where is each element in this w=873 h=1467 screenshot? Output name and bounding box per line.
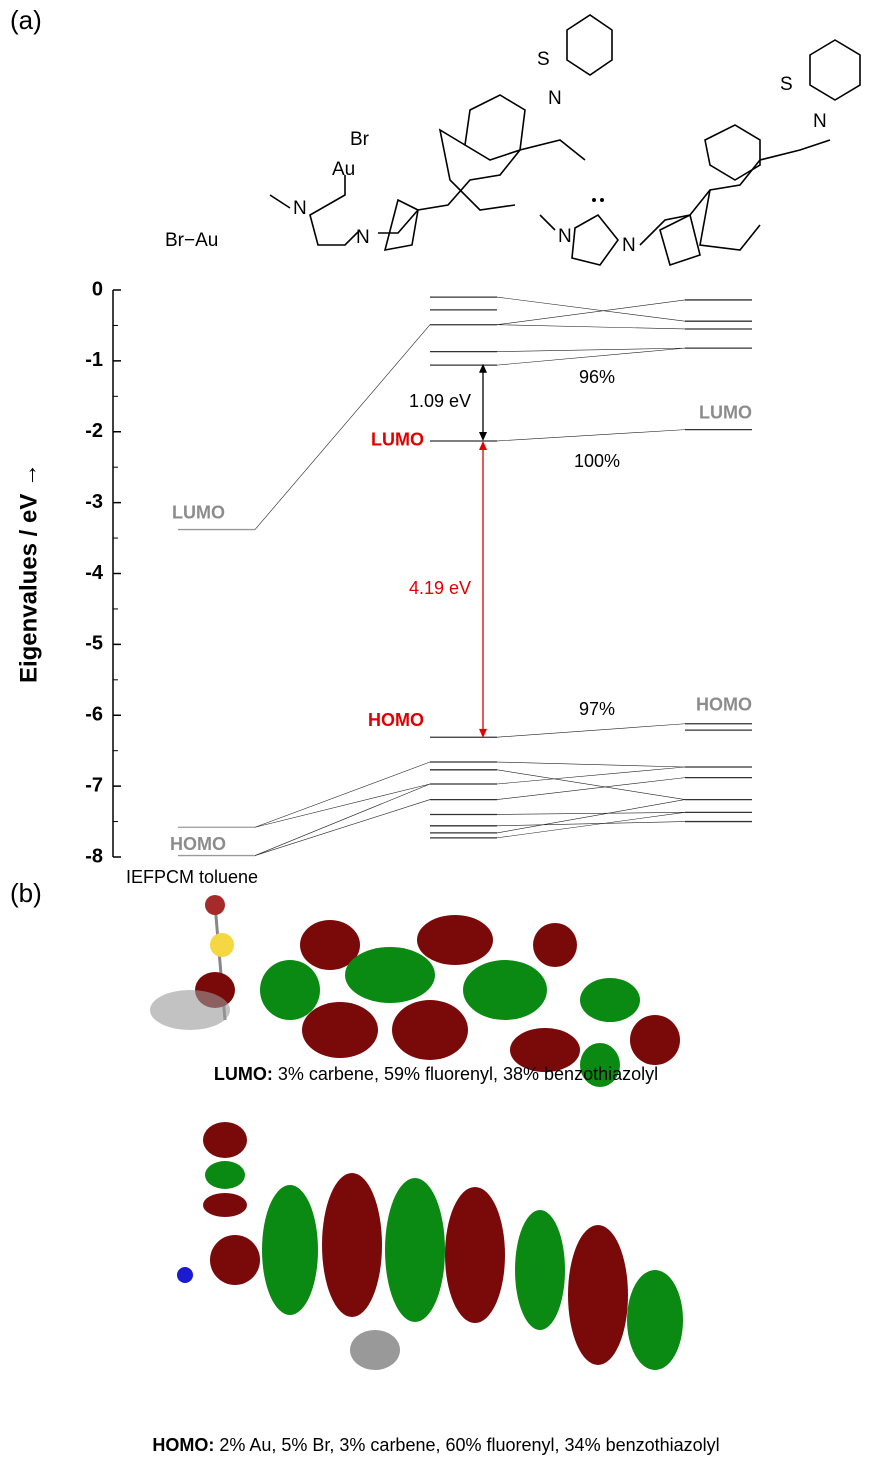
- caption-bold: LUMO:: [214, 1064, 273, 1084]
- structure-drawing: Br−Au Br Au N N S N S N N N: [165, 15, 860, 265]
- y-tick-label: -1: [85, 349, 103, 371]
- correlation-line: [255, 784, 430, 827]
- y-tick-label: -7: [85, 774, 103, 796]
- percent-label: 96%: [579, 367, 615, 387]
- orbital-render: [150, 895, 683, 1370]
- y-tick-label: 0: [92, 278, 103, 300]
- y-tick-label: -6: [85, 704, 103, 726]
- correlation-line: [497, 300, 685, 325]
- atom-label: Br: [350, 129, 370, 150]
- correlation-line: [497, 762, 685, 767]
- y-axis-title: Eigenvalues / eV →: [15, 463, 42, 683]
- atom-label: N: [813, 111, 827, 132]
- caption: HOMO: 2% Au, 5% Br, 3% carbene, 60% fluo…: [152, 1435, 719, 1455]
- correlation-line: [497, 348, 685, 352]
- atom-label: Au: [332, 159, 355, 180]
- atom-label: Br−Au: [165, 230, 218, 251]
- correlation-line: [497, 325, 685, 329]
- panel-label: (b): [10, 878, 42, 908]
- percent-label: 97%: [579, 699, 615, 719]
- note: IEFPCM toluene: [126, 867, 258, 887]
- correlation-line: [255, 800, 430, 856]
- atom-label: N: [558, 226, 572, 247]
- panel-label: (a): [10, 5, 42, 35]
- correlation-line: [497, 812, 685, 814]
- level-label: HOMO: [368, 710, 424, 730]
- caption-text: 3% carbene, 59% fluorenyl, 38% benzothia…: [273, 1064, 658, 1084]
- caption: LUMO: 3% carbene, 59% fluorenyl, 38% ben…: [214, 1064, 658, 1084]
- correlation-line: [497, 348, 685, 365]
- caption-bold: HOMO:: [152, 1435, 214, 1455]
- correlation-line: [497, 767, 685, 784]
- correlation-line: [497, 724, 685, 737]
- level-label: HOMO: [696, 695, 752, 715]
- arrow-head: [479, 441, 487, 450]
- y-tick-label: -2: [85, 420, 103, 442]
- level-label: LUMO: [172, 502, 225, 522]
- gap-label: 4.19 eV: [409, 578, 471, 598]
- correlation-line: [497, 770, 685, 800]
- y-tick-label: -3: [85, 491, 103, 513]
- correlation-line: [497, 430, 685, 441]
- arrow-head: [479, 432, 487, 441]
- correlation-line: [497, 778, 685, 800]
- atom-label: S: [537, 49, 550, 70]
- y-tick-label: -8: [85, 845, 103, 867]
- atom-label: N: [548, 88, 562, 109]
- percent-label: 100%: [574, 451, 620, 471]
- correlation-line: [497, 297, 685, 321]
- atom-label: S: [780, 74, 793, 95]
- energy-diagram: Eigenvalues / eV → IEFPCM toluene 0 -1 -2 -…: [15, 278, 752, 886]
- level-label: HOMO: [170, 834, 226, 854]
- gap-label: 1.09 eV: [409, 391, 471, 411]
- figure: (a) (b) Br−Au Br Au N N S N S N N N Eige…: [0, 0, 873, 1462]
- level-label: LUMO: [371, 430, 424, 450]
- y-tick-label: -4: [85, 562, 104, 584]
- atom-label: N: [622, 235, 636, 256]
- caption-text: 2% Au, 5% Br, 3% carbene, 60% fluorenyl,…: [214, 1435, 719, 1455]
- correlation-line: [255, 325, 430, 530]
- atom-label: N: [356, 227, 370, 248]
- y-tick-label: -5: [85, 633, 103, 655]
- atom-label: N: [293, 198, 307, 219]
- level-label: LUMO: [699, 402, 752, 422]
